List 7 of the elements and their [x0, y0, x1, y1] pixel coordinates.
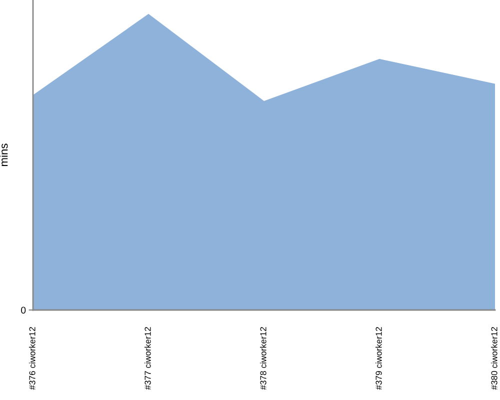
x-tick-label: #378 ciworker12: [260, 327, 266, 390]
x-tick-label: #380 ciworker12: [490, 327, 498, 390]
x-tick-label: #379 ciworker12: [375, 327, 382, 390]
text: 0: [21, 306, 26, 314]
y-axis-title: mins: [0, 144, 8, 166]
x-tick-label: #377 ciworker12: [144, 327, 151, 390]
x-tick-label: #376 ciworker12: [28, 327, 36, 390]
